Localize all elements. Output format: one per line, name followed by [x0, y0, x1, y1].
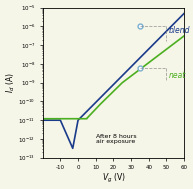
Y-axis label: $I_d$ (A): $I_d$ (A) [4, 72, 17, 93]
Text: After 8 hours
air exposure: After 8 hours air exposure [96, 134, 136, 144]
X-axis label: $V_g$ (V): $V_g$ (V) [102, 172, 125, 185]
Text: blend: blend [168, 26, 190, 35]
Text: neat: neat [168, 71, 185, 80]
